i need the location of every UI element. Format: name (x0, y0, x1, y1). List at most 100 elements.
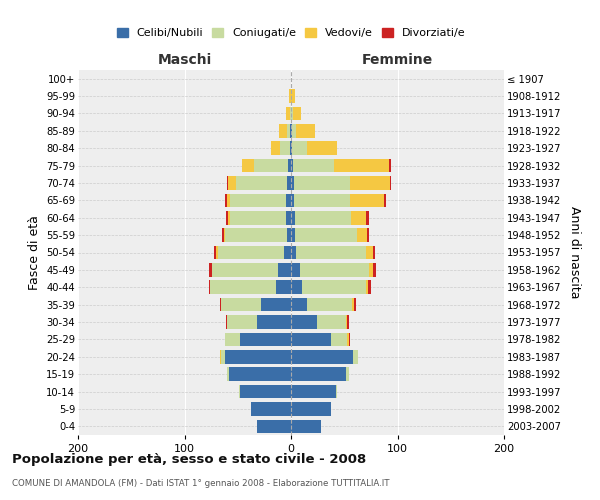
Bar (291, 194, 294, 207)
Bar (357, 228, 367, 242)
Bar (291, 106, 293, 120)
Bar (350, 211, 365, 224)
Bar (291, 368, 346, 381)
Bar (367, 228, 369, 242)
Bar (217, 246, 218, 260)
Text: Femmine: Femmine (362, 54, 433, 68)
Bar (353, 350, 358, 364)
Bar (286, 194, 291, 207)
Bar (286, 211, 291, 224)
Bar (350, 194, 383, 207)
Bar (227, 176, 228, 190)
Bar (293, 159, 334, 172)
Bar (291, 211, 295, 224)
Bar (212, 263, 278, 276)
Bar (346, 315, 347, 329)
Bar (291, 228, 295, 242)
Bar (292, 142, 307, 155)
Bar (224, 228, 225, 242)
Bar (296, 246, 365, 260)
Bar (225, 350, 291, 364)
Bar (299, 263, 369, 276)
Bar (295, 211, 350, 224)
Bar (218, 246, 284, 260)
Y-axis label: Fasce di età: Fasce di età (28, 215, 41, 290)
Bar (209, 263, 212, 276)
Bar (225, 194, 227, 207)
Bar (289, 90, 291, 103)
Bar (210, 280, 276, 294)
Bar (290, 142, 291, 155)
Bar (226, 315, 227, 329)
Bar (365, 211, 369, 224)
Bar (209, 280, 210, 294)
Bar (242, 159, 254, 172)
Bar (226, 211, 228, 224)
Bar (214, 246, 217, 260)
Y-axis label: Anni di nascita: Anni di nascita (568, 206, 581, 298)
Bar (291, 315, 317, 329)
Bar (228, 176, 236, 190)
Text: COMUNE DI AMANDOLA (FM) - Dati ISTAT 1° gennaio 2008 - Elaborazione TUTTITALIA.I: COMUNE DI AMANDOLA (FM) - Dati ISTAT 1° … (12, 479, 389, 488)
Bar (291, 90, 295, 103)
Bar (365, 280, 368, 294)
Bar (251, 402, 291, 415)
Bar (279, 124, 287, 138)
Bar (257, 315, 291, 329)
Bar (352, 298, 354, 312)
Bar (290, 124, 291, 138)
Bar (389, 159, 391, 172)
Bar (293, 106, 301, 120)
Bar (291, 159, 293, 172)
Bar (229, 368, 291, 381)
Bar (240, 385, 291, 398)
Bar (239, 385, 240, 398)
Bar (296, 124, 316, 138)
Bar (369, 263, 373, 276)
Bar (280, 142, 290, 155)
Bar (291, 385, 336, 398)
Bar (257, 420, 291, 433)
Bar (230, 211, 286, 224)
Bar (349, 332, 350, 346)
Text: Popolazione per età, sesso e stato civile - 2008: Popolazione per età, sesso e stato civil… (12, 452, 366, 466)
Bar (317, 315, 346, 329)
Bar (373, 246, 375, 260)
Bar (278, 263, 291, 276)
Bar (294, 176, 350, 190)
Bar (254, 159, 288, 172)
Bar (291, 263, 299, 276)
Bar (220, 298, 221, 312)
Bar (334, 159, 389, 172)
Bar (368, 280, 371, 294)
Bar (291, 298, 307, 312)
Text: Maschi: Maschi (157, 54, 212, 68)
Bar (230, 194, 286, 207)
Bar (220, 350, 221, 364)
Bar (228, 211, 230, 224)
Bar (294, 194, 350, 207)
Legend: Celibi/Nubili, Coniugati/e, Vedovi/e, Divorziati/e: Celibi/Nubili, Coniugati/e, Vedovi/e, Di… (113, 24, 469, 42)
Bar (271, 142, 280, 155)
Bar (347, 315, 349, 329)
Bar (291, 246, 296, 260)
Bar (347, 332, 349, 346)
Bar (291, 280, 302, 294)
Bar (292, 124, 296, 138)
Bar (290, 106, 291, 120)
Bar (227, 194, 230, 207)
Bar (287, 176, 291, 190)
Bar (291, 402, 331, 415)
Bar (236, 176, 287, 190)
Bar (307, 298, 352, 312)
Bar (302, 280, 365, 294)
Bar (287, 228, 291, 242)
Bar (276, 280, 291, 294)
Bar (295, 228, 357, 242)
Bar (383, 194, 386, 207)
Bar (240, 332, 291, 346)
Bar (346, 368, 349, 381)
Bar (227, 368, 229, 381)
Bar (222, 228, 224, 242)
Bar (291, 332, 331, 346)
